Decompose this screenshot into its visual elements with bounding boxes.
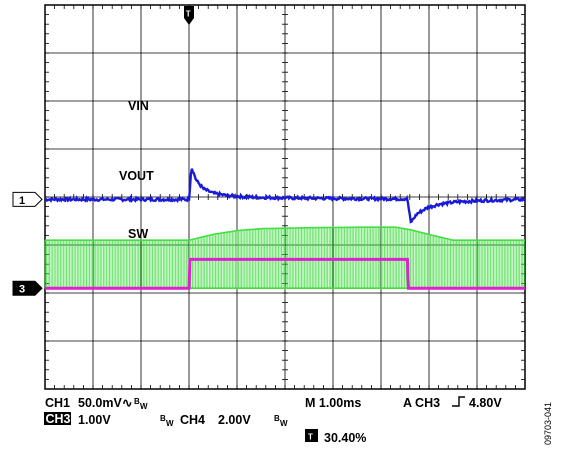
trigger-pos-icon — [305, 429, 318, 442]
trace-label-vin: VIN — [128, 99, 149, 113]
ch4-bw-sub: W — [166, 419, 174, 428]
trigger-pos: 30.40% — [324, 431, 366, 445]
ch3-scale: 1.00V — [78, 413, 111, 427]
trigger-pos-icon-letter: T — [308, 433, 313, 442]
trigger-source: A CH3 — [403, 396, 440, 410]
ch4-bw-icon: B — [160, 414, 166, 423]
figure-id: 09703-041 — [543, 402, 553, 445]
trace-labels: VIN VOUT SW — [119, 99, 154, 241]
ch4-scale: 2.00V — [218, 413, 251, 427]
ch1-bw-sub: W — [140, 402, 148, 411]
markers: T 1 3 — [12, 6, 194, 296]
ch1-coupling-icon: ∿ — [122, 396, 132, 410]
ch3-label: CH3 — [46, 412, 71, 426]
trace-sw — [44, 227, 525, 289]
trace-label-vout: VOUT — [119, 169, 154, 183]
trigger-level: 4.80V — [469, 396, 502, 410]
trigger-slope-icon — [452, 396, 465, 407]
ground-marker-1-label: 1 — [19, 195, 25, 207]
ch4-label: CH4 — [180, 413, 205, 427]
ch1-scale: 50.0mV — [78, 396, 122, 410]
trigger-marker-icon — [184, 6, 194, 25]
ground-marker-3-label: 3 — [19, 284, 25, 296]
ch1-label: CH1 — [45, 396, 70, 410]
ch1-bw-icon: B — [134, 397, 140, 406]
trace-vout — [44, 168, 526, 224]
ground-marker-1-icon — [12, 191, 43, 207]
trace-vin — [45, 257, 525, 290]
ch4-bw-icon-2: B — [274, 414, 280, 423]
trace-sw-top — [45, 226, 525, 241]
traces — [44, 168, 526, 290]
readout: CH1 50.0mV ∿ B W CH3 1.00V B W CH4 2.00V… — [44, 396, 502, 445]
trace-label-sw: SW — [128, 227, 148, 241]
ch4-bw-sub-2: W — [280, 419, 288, 428]
trigger-marker-letter: T — [186, 10, 191, 19]
ground-marker-3-icon — [12, 280, 43, 296]
ch3-badge — [44, 412, 71, 425]
timebase: M 1.00ms — [305, 396, 361, 410]
